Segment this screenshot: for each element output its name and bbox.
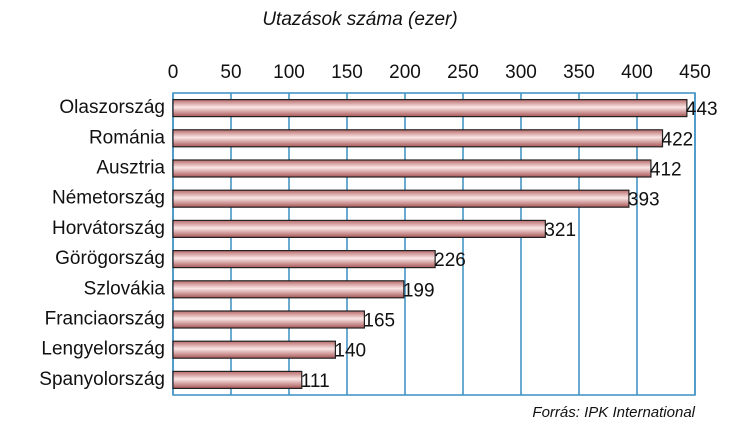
- x-tick-label: 50: [220, 62, 241, 83]
- value-label: 393: [628, 190, 660, 211]
- bar: [172, 189, 630, 208]
- value-label: 321: [544, 220, 576, 241]
- x-tick-label: 250: [447, 62, 479, 83]
- y-tick-label: Szlovákia: [84, 278, 166, 299]
- value-label: 111: [301, 371, 330, 392]
- value-label: 412: [650, 160, 682, 181]
- x-tick-label: 150: [331, 62, 363, 83]
- bar: [172, 280, 405, 299]
- y-tick-label: Horvátország: [52, 218, 165, 239]
- bar: [172, 98, 688, 118]
- bar: [172, 310, 365, 329]
- x-tick-label: 100: [273, 62, 305, 83]
- bar: [172, 250, 436, 269]
- value-label: 422: [662, 129, 694, 150]
- x-tick-label: 200: [389, 62, 421, 83]
- bar: [172, 370, 303, 389]
- value-label: 226: [434, 250, 466, 271]
- y-tick-label: Ausztria: [96, 158, 165, 179]
- value-label: 443: [686, 99, 718, 120]
- plot-border: [172, 92, 696, 396]
- bar: [172, 219, 546, 238]
- y-tick-label: Románia: [89, 127, 165, 148]
- value-label: 199: [403, 280, 435, 301]
- y-tick-label: Németország: [52, 188, 165, 209]
- x-tick-label: 350: [563, 62, 595, 83]
- value-label: 165: [363, 311, 395, 332]
- y-tick-label: Spanyolország: [39, 369, 165, 390]
- value-label: 140: [334, 341, 366, 362]
- source-note: Forrás: IPK International: [532, 404, 695, 421]
- x-tick-label: 450: [679, 62, 711, 83]
- x-tick-label: 0: [168, 62, 179, 83]
- y-tick-label: Görögország: [55, 248, 165, 269]
- bar: [172, 340, 336, 359]
- y-tick-label: Lengyelország: [41, 339, 165, 360]
- y-tick-label: Olaszország: [59, 97, 165, 118]
- x-tick-label: 300: [505, 62, 537, 83]
- chart-title: Utazások száma (ezer): [262, 9, 457, 30]
- x-tick-label: 400: [621, 62, 653, 83]
- bar: [172, 159, 652, 178]
- bar: [172, 129, 664, 148]
- y-tick-label: Franciaország: [45, 309, 165, 330]
